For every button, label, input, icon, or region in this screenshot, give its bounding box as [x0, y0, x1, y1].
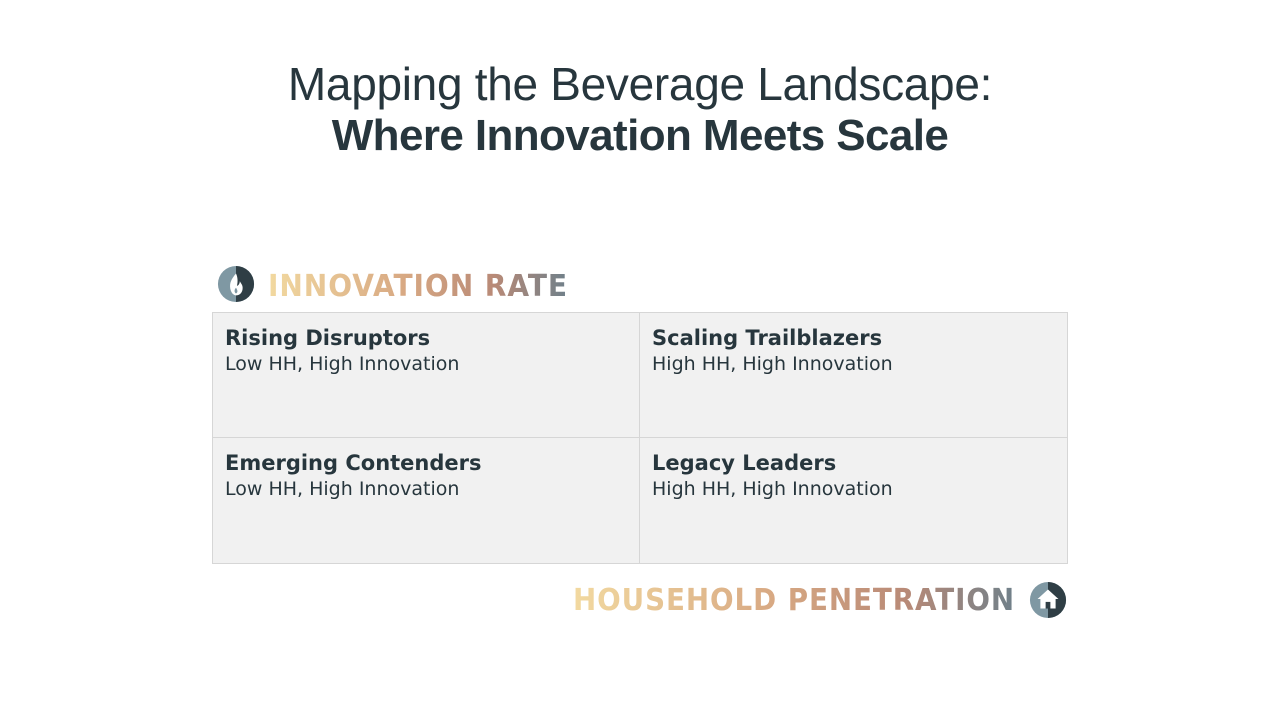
- page-title: Mapping the Beverage Landscape: Where In…: [0, 58, 1280, 162]
- quadrant-bottom-right: Legacy Leaders High HH, High Innovation: [640, 438, 1067, 563]
- quadrant-title: Legacy Leaders: [652, 451, 837, 475]
- quadrant-bottom-left: Emerging Contenders Low HH, High Innovat…: [213, 438, 640, 563]
- y-axis-label: INNOVATION RATE: [268, 269, 568, 304]
- quadrant-title: Scaling Trailblazers: [652, 326, 883, 350]
- quadrant-subtitle: High HH, High Innovation: [652, 478, 893, 500]
- x-axis-label: HOUSEHOLD PENETRATION: [573, 583, 1015, 618]
- quadrant-title: Emerging Contenders: [225, 451, 482, 475]
- flame-icon: [217, 265, 255, 303]
- quadrant-matrix: Rising Disruptors Low HH, High Innovatio…: [212, 312, 1068, 564]
- quadrant-subtitle: High HH, High Innovation: [652, 353, 893, 375]
- title-line-2: Where Innovation Meets Scale: [331, 111, 949, 160]
- quadrant-title: Rising Disruptors: [225, 326, 431, 350]
- house-icon: [1029, 581, 1067, 619]
- quadrant-subtitle: Low HH, High Innovation: [225, 478, 460, 500]
- title-line-1: Mapping the Beverage Landscape:: [287, 58, 993, 110]
- quadrant-top-right: Scaling Trailblazers High HH, High Innov…: [640, 313, 1067, 438]
- x-axis-label-text: HOUSEHOLD PENETRATION: [573, 583, 1015, 618]
- quadrant-subtitle: Low HH, High Innovation: [225, 353, 460, 375]
- quadrant-top-left: Rising Disruptors Low HH, High Innovatio…: [213, 313, 640, 438]
- y-axis-label-text: INNOVATION RATE: [268, 269, 568, 304]
